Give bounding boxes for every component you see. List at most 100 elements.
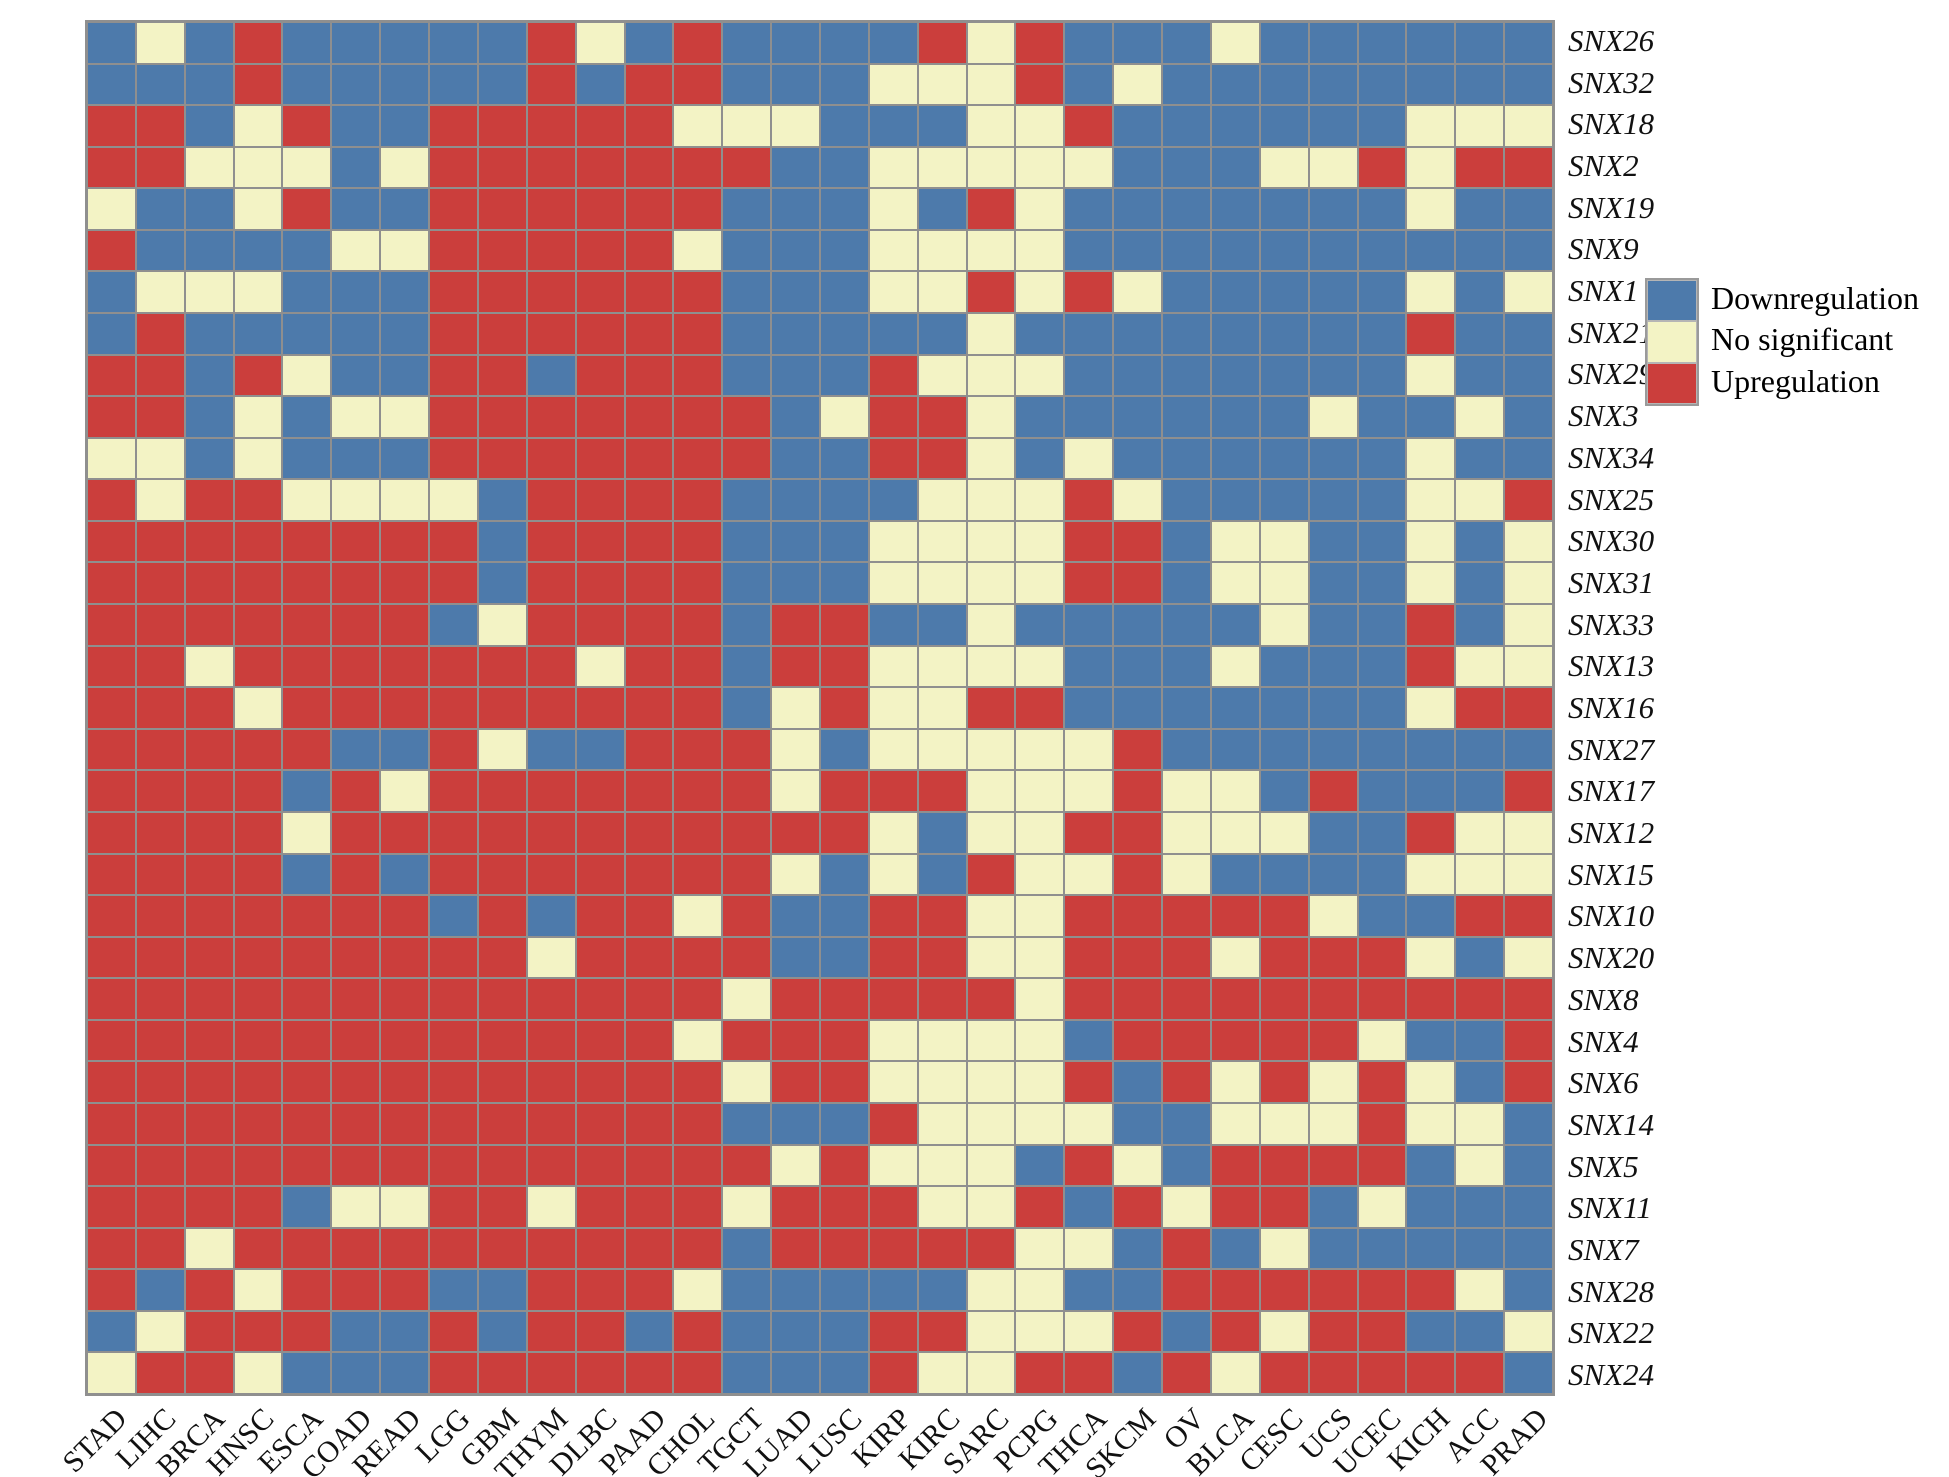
heatmap-cell — [966, 479, 1016, 521]
heatmap-cell — [1455, 687, 1505, 729]
heatmap-cell — [1308, 22, 1358, 64]
heatmap-cell — [87, 1310, 136, 1353]
heatmap-cell — [575, 770, 625, 812]
heatmap-cell — [917, 687, 967, 729]
heatmap-cell — [722, 1269, 772, 1311]
heatmap-cell — [233, 271, 283, 314]
heatmap-cell — [1357, 520, 1407, 563]
heatmap-cell — [868, 1227, 918, 1270]
heatmap-cell — [917, 22, 967, 64]
heatmap-cell — [380, 562, 430, 605]
heatmap-cell — [526, 437, 576, 480]
gene-label-snx13: SNX13 — [1568, 648, 1655, 684]
heatmap-cell — [282, 105, 332, 147]
heatmap-cell — [1357, 1269, 1407, 1311]
heatmap-cell — [966, 146, 1016, 189]
heatmap-cell — [1357, 687, 1407, 729]
gene-label-snx6: SNX6 — [1568, 1065, 1639, 1101]
heatmap-cell — [135, 770, 185, 812]
heatmap-cell — [1113, 1061, 1163, 1103]
heatmap-cell — [1113, 63, 1163, 106]
heatmap-cell — [673, 645, 723, 688]
heatmap-cell — [819, 1310, 869, 1353]
heatmap-cell — [477, 1227, 527, 1270]
heatmap-cell — [380, 978, 430, 1020]
heatmap-cell — [1064, 770, 1114, 812]
heatmap-cell — [1406, 1102, 1456, 1145]
heatmap-cell — [868, 1061, 918, 1103]
heatmap-cell — [1113, 437, 1163, 480]
heatmap-cell — [282, 229, 332, 272]
heatmap-cell — [917, 1019, 967, 1062]
heatmap-cell — [477, 63, 527, 106]
heatmap-cell — [87, 146, 136, 189]
heatmap-cell — [966, 229, 1016, 272]
heatmap-cell — [184, 271, 234, 314]
heatmap-cell — [1455, 936, 1505, 979]
heatmap-cell — [575, 271, 625, 314]
heatmap-cell — [1064, 1227, 1114, 1270]
gene-label-snx5: SNX5 — [1568, 1148, 1639, 1184]
heatmap-cell — [1210, 645, 1260, 688]
heatmap-cell — [673, 313, 723, 355]
heatmap-cell — [819, 354, 869, 397]
heatmap-cell — [1357, 437, 1407, 480]
heatmap-cell — [868, 604, 918, 646]
heatmap-cell — [624, 479, 674, 521]
heatmap-cell — [282, 271, 332, 314]
heatmap-cell — [966, 63, 1016, 106]
heatmap-cell — [966, 313, 1016, 355]
heatmap-cell — [477, 520, 527, 563]
heatmap-cell — [87, 978, 136, 1020]
heatmap-cell — [135, 895, 185, 937]
heatmap-cell — [184, 936, 234, 979]
heatmap-cell — [917, 645, 967, 688]
heatmap-cell — [1259, 1227, 1309, 1270]
heatmap-cell — [1259, 479, 1309, 521]
heatmap-cell — [331, 271, 381, 314]
heatmap-cell — [184, 728, 234, 771]
heatmap-cell — [526, 562, 576, 605]
heatmap-cell — [819, 853, 869, 896]
heatmap-cell — [1357, 853, 1407, 896]
legend: Downregulation No significant Upregulati… — [1645, 278, 1919, 406]
heatmap-cell — [771, 313, 820, 355]
heatmap-cell — [1064, 271, 1114, 314]
heatmap-cell — [282, 645, 332, 688]
heatmap-cell — [819, 313, 869, 355]
heatmap-cell — [233, 1352, 283, 1394]
heatmap-cell — [1064, 1102, 1114, 1145]
heatmap-cell — [1162, 1186, 1211, 1228]
heatmap-cell — [722, 604, 772, 646]
heatmap-cell — [331, 229, 381, 272]
heatmap-cell — [1406, 853, 1456, 896]
heatmap-cell — [477, 354, 527, 397]
heatmap-cell — [1210, 1061, 1260, 1103]
heatmap-cell — [1210, 313, 1260, 355]
heatmap-cell — [1210, 1269, 1260, 1311]
heatmap-cell — [1064, 63, 1114, 106]
heatmap-cell — [380, 396, 430, 438]
heatmap-cell — [526, 63, 576, 106]
heatmap-cell — [233, 811, 283, 854]
heatmap-cell — [771, 520, 820, 563]
heatmap-cell — [673, 63, 723, 106]
heatmap-cell — [1504, 63, 1553, 106]
heatmap-cell — [233, 895, 283, 937]
heatmap-cell — [87, 437, 136, 480]
heatmap-cell — [1357, 811, 1407, 854]
heatmap-cell — [1162, 63, 1211, 106]
heatmap-cell — [1504, 1019, 1553, 1062]
heatmap-cell — [575, 1186, 625, 1228]
heatmap-cell — [1113, 687, 1163, 729]
heatmap-cell — [1064, 687, 1114, 729]
heatmap-cell — [1504, 1061, 1553, 1103]
gene-label-snx8: SNX8 — [1568, 981, 1639, 1017]
heatmap-cell — [1259, 396, 1309, 438]
heatmap-cell — [1308, 562, 1358, 605]
heatmap-cell — [722, 22, 772, 64]
heatmap-cell — [1308, 645, 1358, 688]
heatmap-cell — [966, 645, 1016, 688]
heatmap-cell — [771, 853, 820, 896]
heatmap-cell — [1455, 604, 1505, 646]
